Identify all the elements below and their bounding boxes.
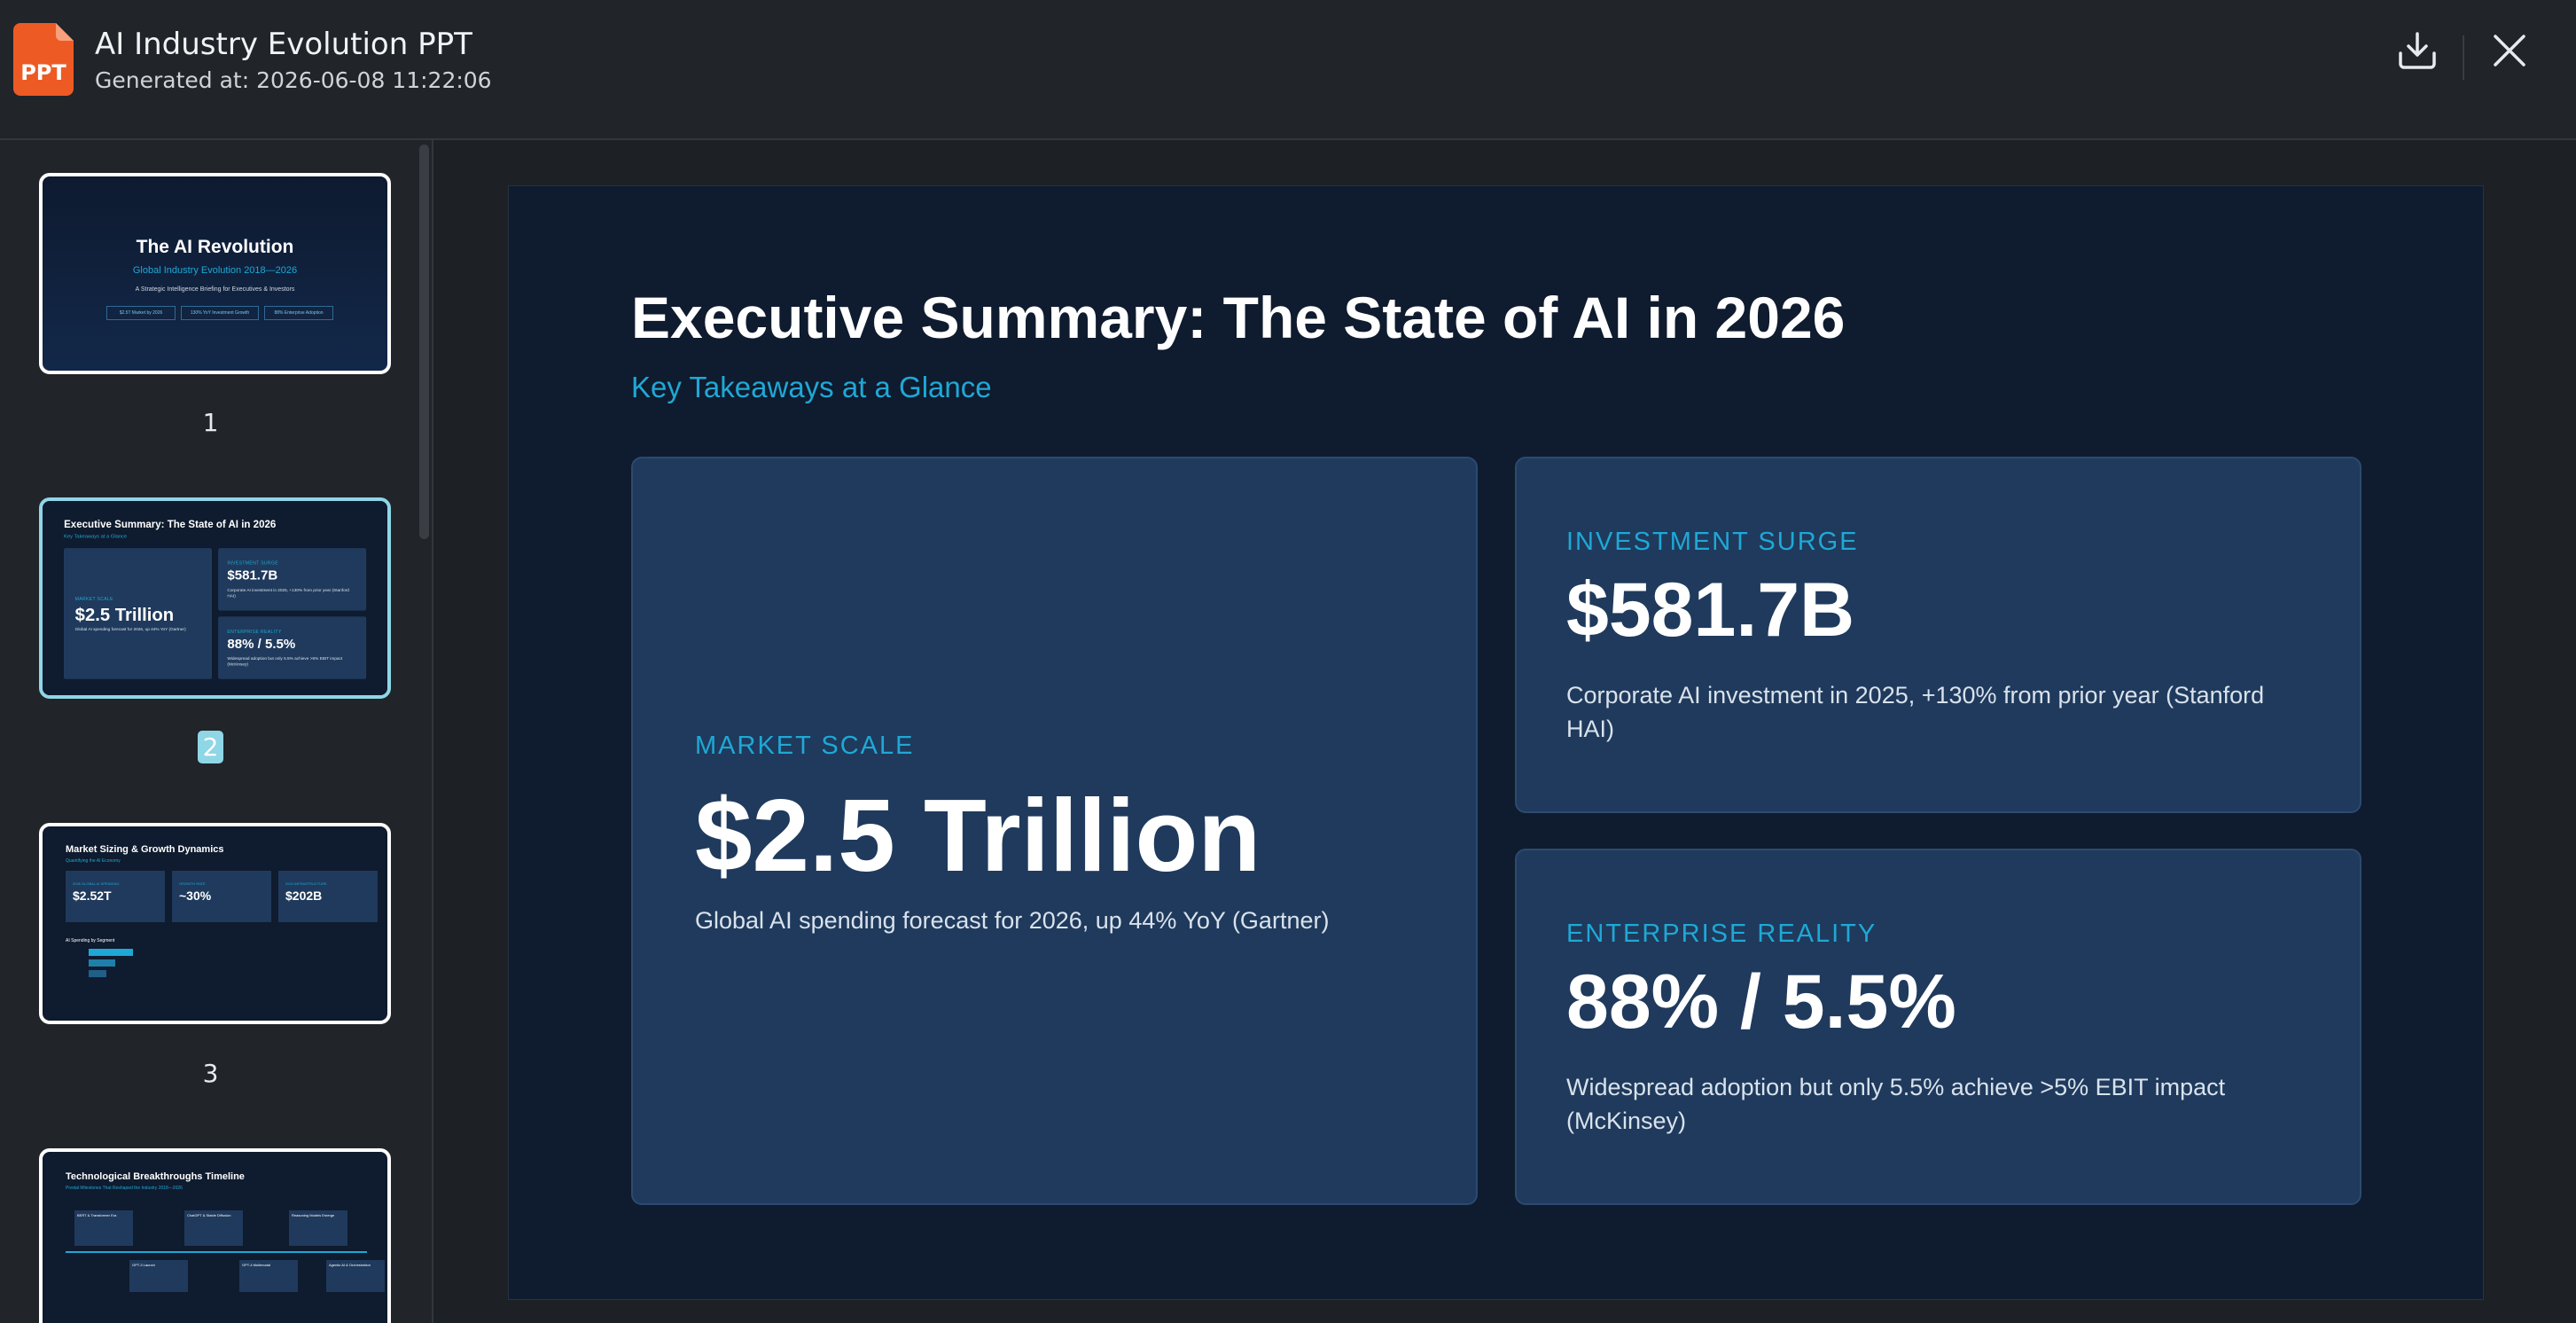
thumb-stat: 2024 INFRASTRUCTURE $202B	[278, 871, 378, 922]
timeline-event: GPT-4 Multimodal	[239, 1260, 298, 1292]
thumb-bar	[89, 959, 115, 967]
thumbnail[interactable]: Technological Breakthroughs Timeline Piv…	[39, 1148, 391, 1323]
generated-time: Generated at: 2026-06-08 11:22:06	[95, 67, 492, 93]
stat-label: 2026 GLOBAL AI SPENDING	[73, 881, 120, 886]
thumbnail[interactable]: Executive Summary: The State of AI in 20…	[39, 497, 391, 699]
preview-area: Executive Summary: The State of AI in 20…	[433, 140, 2576, 1323]
ppt-icon: PPT	[13, 23, 74, 96]
thumbnail[interactable]: Market Sizing & Growth Dynamics Quantify…	[39, 823, 391, 1024]
thumb-tagline: A Strategic Intelligence Briefing for Ex…	[135, 286, 295, 293]
card-label: MARKET SCALE	[695, 732, 915, 760]
stat-card: MARKET SCALE $2.5 Trillion Global AI spe…	[631, 457, 1478, 1205]
slide-subtitle: Key Takeaways at a Glance	[631, 371, 992, 403]
divider	[2463, 35, 2464, 80]
stat-card: ENTERPRISE REALITY 88% / 5.5% Widespread…	[218, 616, 367, 679]
stat-value: $2.52T	[73, 889, 112, 903]
scrollbar[interactable]	[419, 145, 429, 539]
slide-title: Executive Summary: The State of AI in 20…	[631, 285, 1846, 350]
stat-card: INVESTMENT SURGE $581.7B Corporate AI in…	[218, 548, 367, 611]
stat-value: $202B	[285, 889, 323, 903]
card-label: ENTERPRISE REALITY	[1566, 920, 1877, 948]
card-value: $581.7B	[1566, 568, 1855, 653]
card-value: 88% / 5.5%	[1566, 959, 1956, 1045]
card-text: Global AI spending forecast for 2026, up…	[74, 627, 186, 632]
stat-label: GROWTH RATE	[179, 881, 206, 886]
page-number[interactable]: 1	[202, 408, 219, 437]
card-text: Global AI spending forecast for 2026, up…	[695, 907, 1330, 934]
thumb-subtitle: Quantifying the AI Economy	[66, 858, 121, 864]
timeline-event: GPT-3 Launch	[129, 1260, 188, 1292]
thumbnail-panel: The AI Revolution Global Industry Evolut…	[0, 140, 433, 1323]
page-number[interactable]: 3	[202, 1059, 219, 1088]
timeline-event: BERT & Transformer Era	[74, 1210, 133, 1246]
header: PPT AI Industry Evolution PPT Generated …	[0, 0, 2576, 140]
thumb-chip: 88% Enterprise Adoption	[264, 306, 333, 320]
thumb-slide: Executive Summary: The State of AI in 20…	[43, 501, 387, 695]
card-label: INVESTMENT SURGE	[1566, 528, 1859, 556]
thumb-stat: 2026 GLOBAL AI SPENDING $2.52T	[66, 871, 165, 922]
page-number[interactable]: 2	[0, 731, 421, 763]
timeline-event: Agentic AI & Orchestration	[326, 1260, 385, 1292]
thumb-title: Market Sizing & Growth Dynamics	[66, 844, 224, 855]
stat-value: ~30%	[179, 889, 212, 903]
card-text: Widespread adoption but only 5.5% achiev…	[227, 655, 343, 667]
card-value: $2.5 Trillion	[74, 604, 175, 625]
icon-label: PPT	[20, 60, 66, 85]
file-title: AI Industry Evolution PPT	[95, 27, 472, 62]
download-button[interactable]	[2397, 30, 2438, 71]
stat-card: MARKET SCALE $2.5 Trillion Global AI spe…	[64, 548, 212, 679]
slide: Executive Summary: The State of AI in 20…	[509, 186, 2483, 1299]
chart-title: AI Spending by Segment	[66, 938, 115, 943]
card-value: $581.7B	[227, 568, 278, 583]
thumb-chip: 130% YoY Investment Growth	[181, 306, 259, 320]
thumb-subtitle: Pivotal Milestones That Reshaped the Ind…	[66, 1186, 183, 1191]
timeline-event: Reasoning Models Emerge	[289, 1210, 347, 1246]
thumb-subtitle: Global Industry Evolution 2018—2026	[132, 265, 298, 276]
card-label: ENTERPRISE REALITY	[227, 629, 282, 635]
slide-subtitle: Key Takeaways at a Glance	[64, 533, 128, 539]
slide-title: Executive Summary: The State of AI in 20…	[64, 518, 277, 530]
timeline-event: ChatGPT & Stable Diffusion	[184, 1210, 243, 1246]
thumb-title: Technological Breakthroughs Timeline	[66, 1171, 245, 1182]
card-label: INVESTMENT SURGE	[227, 560, 278, 566]
timeline-axis	[66, 1251, 367, 1253]
page-number-label: 2	[197, 731, 224, 763]
thumb-chip: $2.5T Market by 2026	[106, 306, 176, 320]
card-value: $2.5 Trillion	[695, 778, 1261, 893]
thumb-title: The AI Revolution	[136, 237, 294, 257]
thumb-bar	[89, 970, 106, 977]
card-label: MARKET SCALE	[74, 596, 113, 602]
card-value: 88% / 5.5%	[227, 636, 296, 652]
thumbnail[interactable]: The AI Revolution Global Industry Evolut…	[39, 173, 391, 374]
stat-card: ENTERPRISE REALITY 88% / 5.5% Widespread…	[1515, 849, 2361, 1205]
stat-label: 2024 INFRASTRUCTURE	[285, 881, 327, 886]
stat-card: INVESTMENT SURGE $581.7B Corporate AI in…	[1515, 457, 2361, 813]
card-text: Corporate AI investment in 2025, +130% f…	[1566, 682, 2265, 742]
card-text: Corporate AI investment in 2025, +130% f…	[227, 587, 349, 599]
card-text: Widespread adoption but only 5.5% achiev…	[1566, 1074, 2226, 1134]
thumb-bar	[89, 949, 133, 956]
close-button[interactable]	[2493, 34, 2526, 67]
thumb-stat: GROWTH RATE ~30%	[172, 871, 271, 922]
